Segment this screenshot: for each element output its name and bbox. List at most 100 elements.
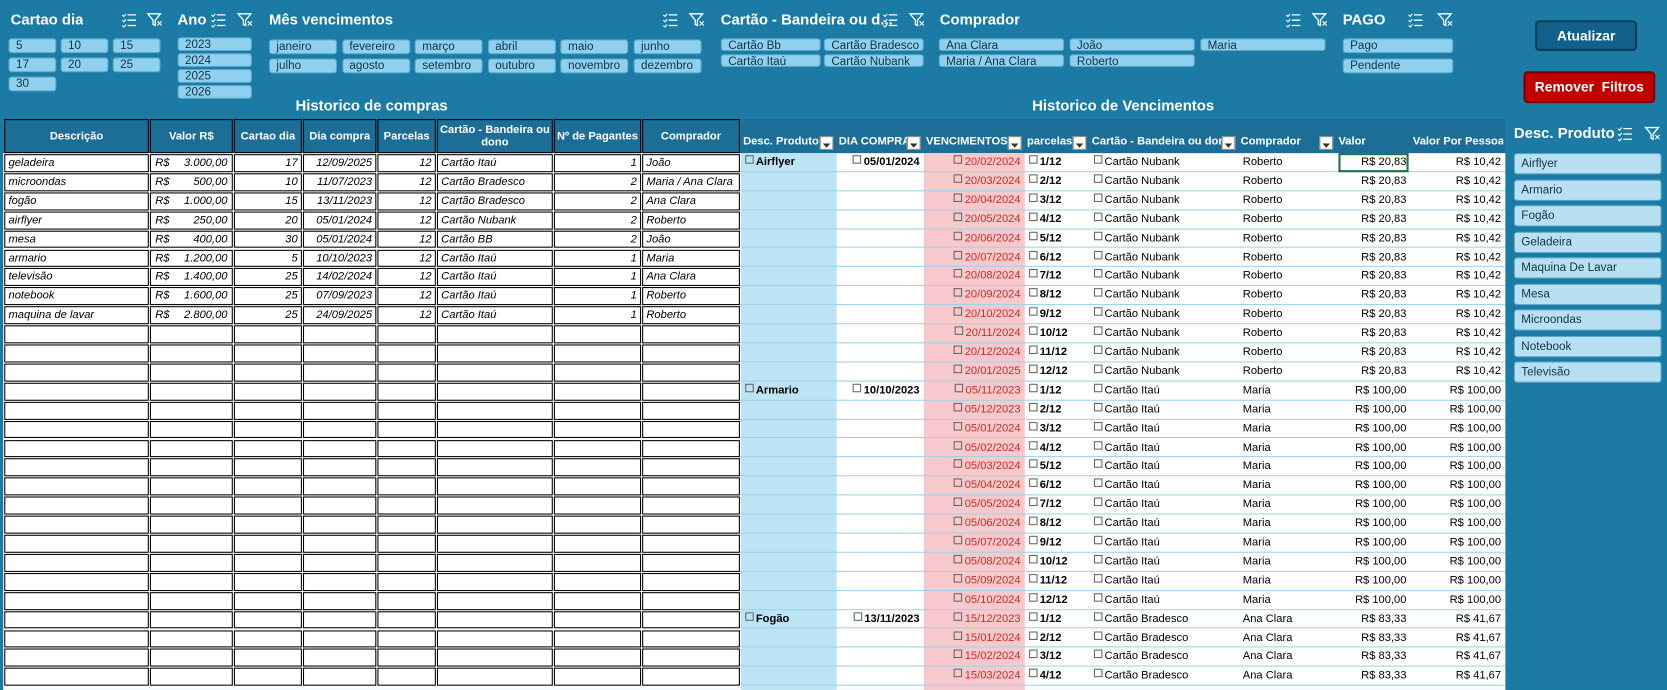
multi-select-icon[interactable]	[120, 11, 137, 28]
expand-toggle[interactable]	[1029, 516, 1038, 526]
expand-toggle[interactable]	[954, 212, 963, 221]
slicer-item[interactable]: 25	[112, 57, 161, 73]
expand-toggle[interactable]	[1029, 250, 1038, 259]
expand-toggle[interactable]	[745, 155, 754, 164]
slicer-item[interactable]: 2023	[177, 37, 252, 52]
expand-toggle[interactable]	[1093, 478, 1103, 488]
expand-toggle[interactable]	[1093, 535, 1103, 545]
expand-toggle[interactable]	[1029, 288, 1038, 297]
filter-dropdown[interactable]	[1221, 136, 1236, 150]
slicer-item[interactable]: Notebook	[1513, 335, 1662, 357]
expand-toggle[interactable]	[1029, 155, 1038, 164]
slicer-item[interactable]: 5	[8, 38, 57, 54]
expand-toggle[interactable]	[954, 288, 963, 297]
expand-toggle[interactable]	[1029, 440, 1038, 450]
expand-toggle[interactable]	[1093, 307, 1103, 316]
expand-toggle[interactable]	[954, 155, 963, 164]
slicer-item[interactable]: outubro	[487, 58, 556, 74]
expand-toggle[interactable]	[954, 345, 963, 355]
filter-dropdown[interactable]	[1007, 136, 1022, 150]
expand-toggle[interactable]	[1029, 364, 1038, 374]
expand-toggle[interactable]	[1029, 269, 1038, 278]
slicer-item[interactable]: julho	[268, 58, 338, 74]
slicer-item[interactable]: 10	[60, 38, 109, 54]
slicer-item[interactable]: Cartão Itaú	[720, 54, 821, 67]
expand-toggle[interactable]	[1093, 592, 1103, 602]
expand-toggle[interactable]	[745, 611, 754, 621]
slicer-item[interactable]: março	[414, 39, 483, 55]
slicer-item[interactable]: Pago	[1342, 38, 1454, 54]
clear-filter-icon[interactable]	[688, 11, 705, 28]
clear-filters-button[interactable]: Remover Filtros	[1523, 71, 1656, 104]
expand-toggle[interactable]	[853, 611, 863, 621]
slicer-item[interactable]: Ana Clara	[938, 38, 1065, 52]
slicer-item[interactable]: novembro	[560, 58, 629, 74]
expand-toggle[interactable]	[1093, 288, 1103, 297]
slicer-item[interactable]: 17	[8, 57, 57, 73]
filter-dropdown[interactable]	[1072, 136, 1087, 150]
expand-toggle[interactable]	[954, 250, 963, 259]
slicer-item[interactable]: 2024	[177, 53, 252, 67]
slicer-item[interactable]: Pendente	[1342, 58, 1454, 74]
expand-toggle[interactable]	[1093, 611, 1103, 621]
expand-toggle[interactable]	[954, 554, 963, 564]
expand-toggle[interactable]	[1093, 231, 1103, 240]
slicer-item[interactable]: 2026	[177, 85, 252, 99]
expand-toggle[interactable]	[1029, 383, 1038, 393]
expand-toggle[interactable]	[1029, 402, 1038, 412]
multi-select-icon[interactable]	[881, 11, 898, 28]
slicer-item[interactable]: 2025	[177, 69, 252, 83]
slicer-item[interactable]: agosto	[341, 58, 410, 74]
expand-toggle[interactable]	[954, 307, 963, 316]
multi-select-icon[interactable]	[661, 11, 678, 28]
expand-toggle[interactable]	[1093, 421, 1103, 431]
expand-toggle[interactable]	[1029, 649, 1038, 659]
expand-toggle[interactable]	[954, 402, 963, 412]
expand-toggle[interactable]	[745, 383, 754, 393]
expand-toggle[interactable]	[1093, 155, 1103, 164]
slicer-item[interactable]: janeiro	[268, 39, 338, 55]
expand-toggle[interactable]	[1029, 326, 1038, 335]
expand-toggle[interactable]	[1093, 649, 1103, 659]
multi-select-icon[interactable]	[1406, 11, 1423, 28]
clear-filter-icon[interactable]	[146, 11, 163, 28]
expand-toggle[interactable]	[1093, 630, 1103, 640]
expand-toggle[interactable]	[954, 174, 963, 183]
expand-toggle[interactable]	[1029, 345, 1038, 355]
expand-toggle[interactable]	[1029, 497, 1038, 507]
expand-toggle[interactable]	[954, 326, 964, 335]
expand-toggle[interactable]	[954, 421, 963, 431]
expand-toggle[interactable]	[954, 592, 963, 602]
slicer-item[interactable]: Televisão	[1513, 361, 1662, 383]
expand-toggle[interactable]	[1029, 174, 1038, 183]
filter-dropdown[interactable]	[906, 136, 921, 150]
expand-toggle[interactable]	[1093, 345, 1103, 355]
expand-toggle[interactable]	[1029, 212, 1038, 221]
expand-toggle[interactable]	[1029, 669, 1038, 678]
slicer-item[interactable]: junho	[633, 39, 702, 55]
expand-toggle[interactable]	[1029, 478, 1038, 488]
filter-dropdown[interactable]	[1319, 136, 1334, 150]
expand-toggle[interactable]	[954, 516, 963, 526]
expand-toggle[interactable]	[1029, 231, 1038, 240]
expand-toggle[interactable]	[954, 440, 963, 450]
slicer-item[interactable]: fevereiro	[341, 39, 410, 55]
expand-toggle[interactable]	[954, 669, 963, 678]
expand-toggle[interactable]	[1093, 212, 1103, 221]
expand-toggle[interactable]	[1029, 307, 1038, 316]
expand-toggle[interactable]	[1093, 554, 1103, 564]
clear-filter-icon[interactable]	[1436, 11, 1453, 28]
expand-toggle[interactable]	[954, 364, 963, 374]
slicer-item[interactable]: Cartão Bb	[720, 38, 821, 52]
slicer-item[interactable]: Maria / Ana Clara	[938, 54, 1065, 67]
slicer-item[interactable]: setembro	[414, 58, 483, 74]
slicer-item[interactable]: abril	[487, 39, 556, 55]
expand-toggle[interactable]	[1093, 383, 1103, 393]
expand-toggle[interactable]	[1093, 364, 1103, 374]
slicer-item[interactable]: Cartão Bradesco	[823, 38, 924, 52]
expand-toggle[interactable]	[1029, 630, 1038, 640]
clear-filter-icon[interactable]	[908, 11, 925, 28]
slicer-item[interactable]: Mesa	[1513, 283, 1662, 305]
expand-toggle[interactable]	[1093, 326, 1103, 335]
refresh-button[interactable]: Atualizar	[1535, 20, 1638, 52]
